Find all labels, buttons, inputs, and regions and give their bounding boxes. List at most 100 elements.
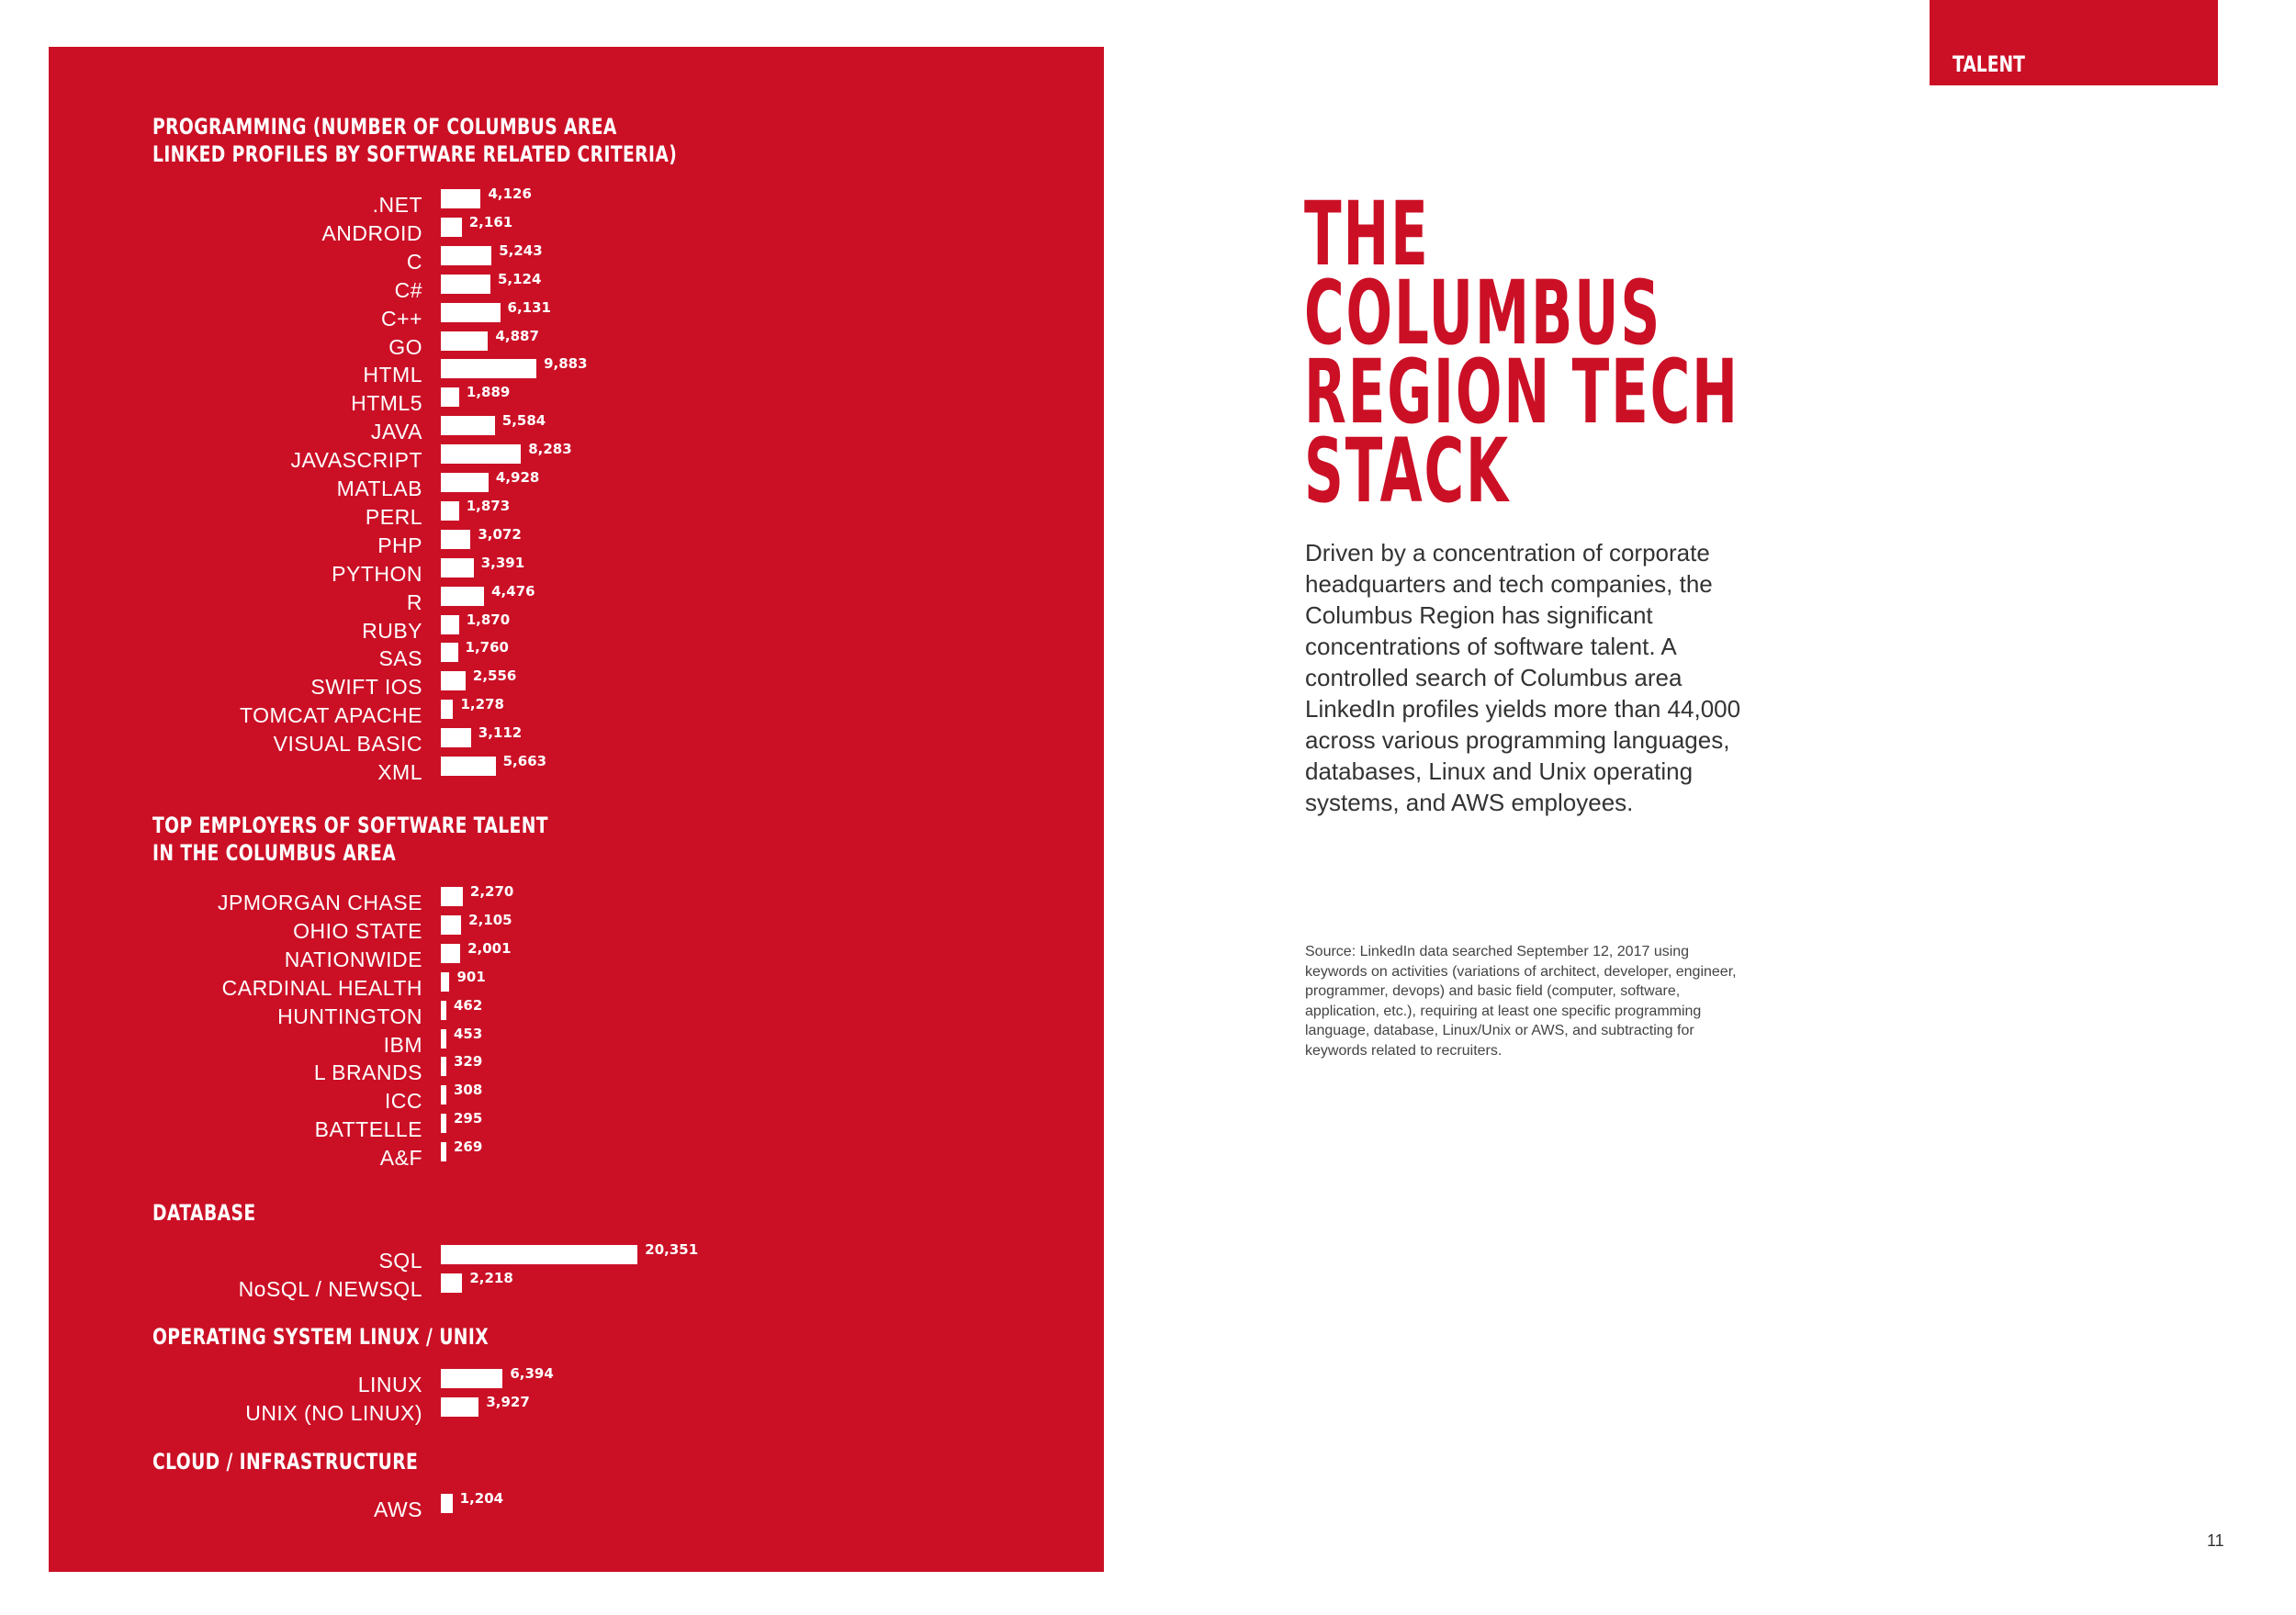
bar: [441, 1000, 446, 1020]
bar: [441, 274, 490, 294]
data-label: 9,883: [544, 355, 588, 373]
data-label: 1,278: [460, 696, 504, 713]
intro-paragraph: Driven by a concentration of corporate h…: [1305, 539, 1741, 816]
page-number: 11: [2207, 1531, 2224, 1550]
page-title-line: THE: [1304, 183, 1430, 286]
data-label: 1,889: [466, 384, 511, 401]
bar: [441, 1085, 446, 1105]
category-label: C#: [394, 277, 422, 302]
data-label: 5,124: [497, 270, 542, 287]
bar: [441, 700, 454, 720]
bar: [441, 1028, 446, 1049]
page-title: THE COLUMBUS REGION TECH STACK: [1304, 183, 1739, 515]
bar: [441, 643, 458, 663]
chart-title: PROGRAMMING (NUMBER OF COLUMBUS AREA: [152, 114, 617, 140]
category-label: GO: [388, 334, 422, 359]
page-title-line: COLUMBUS: [1304, 262, 1662, 364]
category-label: UNIX (NO LINUX): [245, 1400, 422, 1425]
category-label: HTML: [363, 363, 422, 387]
section-tab-label: TALENT: [1953, 51, 2025, 77]
bar: [441, 387, 459, 408]
category-label: TOMCAT APACHE: [239, 703, 422, 728]
category-label: ICC: [384, 1089, 422, 1114]
category-label: VISUAL BASIC: [273, 732, 422, 757]
bar: [441, 1369, 503, 1388]
category-label: .NET: [372, 193, 422, 217]
category-label: A&F: [379, 1146, 422, 1171]
category-label: SAS: [378, 646, 422, 671]
data-label: 3,391: [480, 554, 525, 571]
data-label: 6,131: [507, 298, 551, 316]
category-label: XML: [377, 760, 422, 784]
category-label: HUNTINGTON: [277, 1004, 422, 1028]
category-label: AWS: [373, 1497, 422, 1521]
category-label: C: [406, 249, 422, 274]
chart-title: LINKED PROFILES BY SOFTWARE RELATED CRIT…: [152, 141, 678, 167]
chart-title: TOP EMPLOYERS OF SOFTWARE TALENT: [152, 813, 548, 838]
category-label: C++: [381, 306, 422, 331]
source-note: Source: LinkedIn data searched September…: [1305, 944, 1737, 1059]
category-label: SWIFT IOS: [310, 675, 422, 700]
data-label: 4,887: [495, 327, 539, 344]
data-label: 3,072: [478, 525, 522, 543]
bar: [441, 1057, 446, 1077]
bar: [441, 1114, 446, 1134]
bar: [441, 757, 496, 776]
category-label: NoSQL / NEWSQL: [238, 1276, 422, 1301]
bar: [441, 444, 522, 465]
category-label: SQL: [378, 1249, 422, 1273]
data-label: 2,105: [468, 911, 512, 928]
data-label: 462: [454, 996, 483, 1014]
section-tab: [1930, 0, 2218, 85]
data-label: 308: [454, 1082, 483, 1099]
category-label: R: [406, 589, 422, 614]
category-label: PYTHON: [332, 561, 422, 586]
category-label: RUBY: [362, 618, 422, 643]
data-label: 2,270: [469, 883, 514, 900]
bar: [441, 416, 495, 436]
bar: [441, 914, 462, 935]
bar: [441, 887, 463, 906]
category-label: HTML5: [351, 391, 422, 416]
data-label: 5,584: [501, 412, 546, 430]
chart-panel: [49, 47, 1104, 1572]
category-label: PERL: [365, 504, 422, 529]
category-label: PHP: [377, 533, 422, 557]
data-label: 5,243: [499, 241, 543, 259]
bar: [441, 614, 459, 634]
category-label: JPMORGAN CHASE: [218, 891, 422, 914]
bar: [441, 586, 485, 606]
data-label: 2,001: [467, 939, 512, 957]
bar: [441, 217, 462, 237]
bar: [441, 1494, 453, 1513]
data-label: 6,394: [510, 1365, 554, 1382]
category-label: ANDROID: [321, 220, 422, 245]
bar: [441, 943, 461, 963]
bar: [441, 473, 489, 492]
bar: [441, 557, 474, 578]
bar: [441, 1273, 463, 1293]
data-label: 2,218: [469, 1269, 513, 1286]
data-label: 2,556: [472, 667, 517, 685]
data-label: 20,351: [645, 1241, 699, 1258]
bar: [441, 302, 501, 322]
chart-title: DATABASE: [152, 1200, 256, 1226]
bar: [441, 971, 450, 992]
data-label: 3,927: [486, 1393, 530, 1410]
data-label: 1,204: [459, 1490, 504, 1507]
chart-title: CLOUD / INFRASTRUCTURE: [152, 1449, 419, 1475]
data-label: 453: [454, 1025, 483, 1042]
chart-title: IN THE COLUMBUS AREA: [152, 840, 397, 866]
bar: [441, 1142, 446, 1162]
page-title-line: REGION TECH: [1304, 341, 1739, 443]
bar: [441, 529, 471, 549]
data-label: 5,663: [502, 753, 547, 769]
bar: [441, 1245, 638, 1264]
data-label: 3,112: [478, 724, 523, 742]
category-label: BATTELLE: [314, 1117, 422, 1142]
category-label: JAVASCRIPT: [290, 448, 422, 473]
data-label: 1,873: [466, 497, 511, 514]
data-label: 4,476: [491, 582, 535, 600]
category-label: LINUX: [357, 1373, 422, 1396]
data-label: 1,870: [466, 611, 511, 628]
